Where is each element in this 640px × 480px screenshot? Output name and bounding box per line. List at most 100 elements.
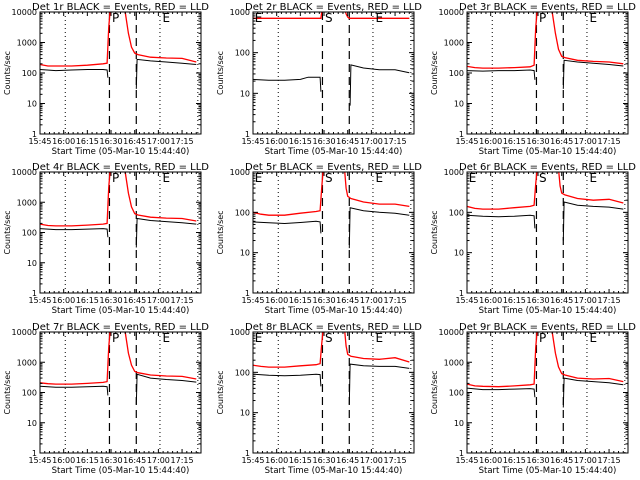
x-tick-label: 16:45 <box>336 296 359 305</box>
series-events-line <box>467 377 624 408</box>
x-tick-label: 16:30 <box>99 456 122 465</box>
y-tick-label: 10 <box>454 249 464 258</box>
y-tick-label: 1 <box>32 130 37 139</box>
x-axis-label: Start Time (05-Mar-10 15:44:40) <box>265 306 403 316</box>
x-tick-label: 16:00 <box>479 296 502 305</box>
panel-det-6r: Det 6r BLACK = Events, RED = LLD 1 10 100 10… <box>430 162 636 316</box>
y-tick-label: 100 <box>449 208 464 217</box>
y-axis-label: Counts/sec <box>430 210 439 254</box>
x-axis-label: Start Time (05-Mar-10 15:44:40) <box>52 466 190 476</box>
y-tick-label: 10 <box>27 259 37 268</box>
x-tick-label: 15:45 <box>241 456 264 465</box>
panel-det-9r: Det 9r BLACK = Events, RED = LLD 1 10 100 10… <box>430 322 636 476</box>
x-tick-label: 16:30 <box>99 296 122 305</box>
x-tick-label: 16:15 <box>289 137 312 146</box>
x-tick-label: 15:45 <box>28 456 51 465</box>
y-tick-label: 10 <box>240 89 250 98</box>
panel-title: Det 9r BLACK = Events, RED = LLD <box>459 322 636 333</box>
y-tick-label: 1 <box>245 130 250 139</box>
y-tick-label: 100 <box>235 208 250 217</box>
plot-frame <box>466 11 629 135</box>
segment-marker-label: E <box>163 331 171 345</box>
y-axis-label: Counts/sec <box>216 370 225 414</box>
x-tick-label: 15:45 <box>28 137 51 146</box>
panel-title: Det 8r BLACK = Events, RED = LLD <box>245 322 422 333</box>
segment-marker-label: E <box>590 331 598 345</box>
x-tick-label: 16:00 <box>52 456 75 465</box>
y-tick-label: 1000 <box>444 358 464 367</box>
x-tick-label: 16:45 <box>123 456 146 465</box>
y-tick-label: 1 <box>459 449 464 458</box>
series-events-line <box>40 373 197 405</box>
y-tick-label: 1000 <box>17 198 37 207</box>
x-tick-label: 17:15 <box>171 456 194 465</box>
series-events-line <box>40 217 197 248</box>
x-tick-label: 16:45 <box>336 456 359 465</box>
y-tick-label: 1000 <box>230 328 250 337</box>
x-tick-label: 17:00 <box>574 137 597 146</box>
y-tick-label: 1 <box>32 449 37 458</box>
x-tick-label: 16:00 <box>265 296 288 305</box>
segment-marker-label: E <box>163 171 171 185</box>
y-tick-label: 1 <box>459 289 464 298</box>
x-tick-label: 15:45 <box>455 296 478 305</box>
x-tick-label: 17:00 <box>360 296 383 305</box>
x-tick-label: 16:30 <box>99 137 122 146</box>
plot-frame <box>252 171 415 294</box>
x-tick-label: 16:00 <box>52 137 75 146</box>
segment-marker-label: P <box>112 331 119 345</box>
x-tick-label: 16:30 <box>526 137 549 146</box>
y-tick-label: 1000 <box>17 358 37 367</box>
x-axis-label: Start Time (05-Mar-10 15:44:40) <box>52 306 190 316</box>
segment-marker-label: P <box>112 11 119 25</box>
y-axis-label: Counts/sec <box>216 51 225 95</box>
x-tick-label: 16:00 <box>479 137 502 146</box>
x-tick-label: 17:15 <box>171 296 194 305</box>
series-lld-line <box>467 12 624 69</box>
segment-marker-label: E <box>469 171 477 185</box>
plot-frame <box>39 171 202 294</box>
segment-marker-label: E <box>255 171 263 185</box>
x-tick-label: 16:45 <box>550 456 573 465</box>
x-tick-label: 17:00 <box>360 456 383 465</box>
x-tick-label: 15:45 <box>455 137 478 146</box>
x-tick-label: 16:15 <box>503 137 526 146</box>
y-tick-label: 1 <box>245 449 250 458</box>
x-tick-label: 17:00 <box>147 296 170 305</box>
segment-marker-label: S <box>325 331 333 345</box>
x-tick-label: 16:15 <box>503 296 526 305</box>
y-tick-label: 10000 <box>439 8 464 17</box>
y-axis-label: Counts/sec <box>430 51 439 95</box>
x-tick-label: 16:15 <box>76 296 99 305</box>
series-events-line <box>40 58 197 89</box>
x-tick-label: 16:15 <box>289 456 312 465</box>
x-tick-label: 16:45 <box>123 296 146 305</box>
plot-frame <box>252 11 415 135</box>
x-tick-label: 17:15 <box>384 456 407 465</box>
x-tick-label: 17:15 <box>598 296 621 305</box>
y-tick-label: 100 <box>449 389 464 398</box>
y-tick-label: 1000 <box>230 168 250 177</box>
y-tick-label: 1000 <box>17 39 37 48</box>
segment-marker-label: E <box>590 171 598 185</box>
x-axis-label: Start Time (05-Mar-10 15:44:40) <box>479 306 617 316</box>
segment-marker-label: E <box>255 331 263 345</box>
panel-det-4r: Det 4r BLACK = Events, RED = LLD 1 10 100 10… <box>3 162 209 316</box>
x-tick-label: 16:00 <box>265 137 288 146</box>
y-tick-label: 10 <box>454 419 464 428</box>
y-axis-label: Counts/sec <box>3 51 12 95</box>
y-tick-label: 100 <box>22 389 37 398</box>
x-tick-label: 17:15 <box>171 137 194 146</box>
y-tick-label: 100 <box>235 368 250 377</box>
x-axis-label: Start Time (05-Mar-10 15:44:40) <box>265 147 403 157</box>
series-events-line <box>253 207 410 249</box>
panel-det-7r: Det 7r BLACK = Events, RED = LLD 1 10 100 10… <box>3 322 209 476</box>
y-tick-label: 10000 <box>12 328 37 337</box>
y-tick-label: 1000 <box>230 8 250 17</box>
segment-marker-label: E <box>376 171 384 185</box>
x-tick-label: 16:15 <box>76 137 99 146</box>
x-tick-label: 16:30 <box>312 296 335 305</box>
panel-det-8r: Det 8r BLACK = Events, RED = LLD 1 10 100 10… <box>216 322 422 476</box>
y-axis-label: Counts/sec <box>3 210 12 254</box>
series-events-line <box>467 59 624 89</box>
